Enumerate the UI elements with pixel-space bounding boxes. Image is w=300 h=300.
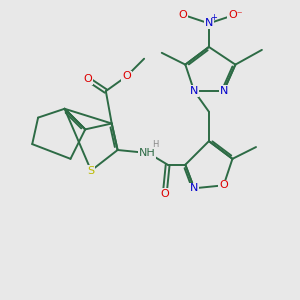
Text: O: O (84, 74, 92, 84)
Text: N: N (205, 18, 213, 28)
Text: O: O (122, 71, 131, 81)
Text: N: N (190, 183, 198, 193)
Text: O: O (160, 189, 169, 199)
Text: H: H (152, 140, 158, 149)
Text: O: O (219, 180, 228, 190)
Text: S: S (88, 166, 95, 176)
Text: +: + (210, 13, 217, 22)
Text: NH: NH (139, 148, 155, 158)
Text: O: O (178, 10, 187, 20)
Text: O⁻: O⁻ (228, 10, 243, 20)
Text: N: N (219, 86, 228, 96)
Text: N: N (190, 86, 198, 96)
